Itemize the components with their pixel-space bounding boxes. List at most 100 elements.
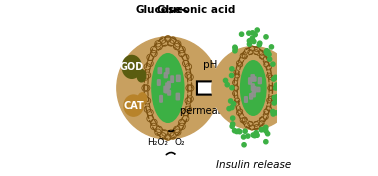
Circle shape [264, 50, 268, 54]
Circle shape [264, 129, 268, 133]
Circle shape [268, 86, 273, 90]
Circle shape [229, 99, 233, 103]
Circle shape [230, 124, 234, 128]
Circle shape [267, 73, 272, 78]
Text: Insulin release: Insulin release [215, 161, 291, 170]
Circle shape [170, 133, 176, 139]
Circle shape [253, 33, 257, 37]
Circle shape [230, 67, 234, 71]
Circle shape [264, 140, 268, 144]
Circle shape [150, 46, 157, 53]
Circle shape [147, 109, 153, 116]
FancyBboxPatch shape [166, 83, 169, 88]
Circle shape [179, 123, 185, 130]
Circle shape [233, 49, 237, 53]
FancyBboxPatch shape [166, 86, 169, 91]
Circle shape [160, 133, 166, 139]
Text: CAT: CAT [123, 101, 144, 111]
Circle shape [264, 62, 269, 67]
Ellipse shape [138, 93, 147, 104]
FancyBboxPatch shape [258, 78, 261, 84]
Circle shape [274, 86, 278, 90]
Circle shape [254, 121, 259, 126]
Circle shape [185, 64, 192, 70]
Circle shape [212, 47, 294, 129]
Circle shape [170, 37, 176, 43]
Circle shape [178, 119, 185, 125]
Circle shape [156, 126, 162, 133]
Circle shape [251, 133, 255, 137]
Circle shape [235, 130, 239, 134]
Circle shape [235, 73, 240, 78]
Circle shape [259, 50, 264, 55]
Circle shape [229, 73, 234, 78]
Circle shape [270, 45, 274, 49]
Circle shape [234, 86, 239, 90]
Circle shape [223, 78, 228, 83]
Circle shape [245, 123, 249, 128]
Circle shape [269, 86, 274, 90]
Circle shape [243, 129, 247, 133]
Circle shape [237, 129, 241, 133]
Circle shape [117, 37, 219, 139]
Circle shape [156, 43, 162, 50]
Circle shape [230, 86, 234, 90]
Circle shape [233, 46, 237, 51]
FancyBboxPatch shape [251, 84, 254, 90]
Circle shape [238, 109, 243, 114]
Circle shape [168, 40, 174, 46]
FancyBboxPatch shape [253, 77, 256, 81]
Circle shape [174, 43, 180, 50]
Circle shape [162, 40, 168, 46]
Circle shape [272, 95, 276, 100]
Circle shape [147, 115, 153, 122]
Circle shape [275, 95, 279, 99]
Circle shape [263, 57, 268, 62]
Circle shape [151, 119, 157, 125]
Circle shape [185, 72, 191, 78]
Circle shape [231, 116, 235, 120]
Circle shape [144, 64, 150, 70]
Circle shape [259, 54, 264, 59]
FancyBboxPatch shape [164, 73, 167, 78]
Circle shape [231, 122, 235, 126]
Circle shape [230, 105, 234, 110]
Circle shape [258, 41, 262, 45]
Circle shape [235, 98, 240, 103]
Circle shape [254, 124, 259, 129]
Circle shape [165, 134, 171, 140]
Circle shape [271, 62, 275, 66]
Circle shape [248, 121, 253, 126]
Circle shape [144, 106, 150, 112]
Circle shape [143, 96, 149, 102]
Circle shape [144, 85, 150, 91]
Circle shape [183, 109, 189, 116]
Circle shape [232, 80, 237, 85]
Circle shape [165, 36, 171, 42]
Circle shape [264, 109, 269, 114]
Circle shape [232, 91, 237, 96]
Circle shape [237, 61, 242, 65]
Circle shape [250, 31, 255, 35]
Circle shape [260, 127, 264, 131]
FancyBboxPatch shape [245, 97, 247, 102]
Polygon shape [197, 75, 229, 101]
Circle shape [272, 101, 276, 105]
Circle shape [142, 85, 148, 91]
FancyBboxPatch shape [250, 94, 253, 99]
Ellipse shape [152, 54, 184, 122]
Text: pH ↓: pH ↓ [203, 60, 229, 70]
Circle shape [249, 46, 254, 51]
Circle shape [186, 85, 192, 91]
Circle shape [252, 39, 256, 44]
Circle shape [264, 125, 268, 130]
Circle shape [253, 134, 257, 138]
Circle shape [246, 134, 250, 138]
Circle shape [247, 31, 251, 35]
Circle shape [240, 53, 245, 58]
Text: permeability ↑: permeability ↑ [180, 106, 253, 116]
FancyBboxPatch shape [167, 81, 170, 88]
Circle shape [144, 72, 151, 78]
FancyBboxPatch shape [171, 76, 174, 82]
Circle shape [259, 121, 264, 126]
